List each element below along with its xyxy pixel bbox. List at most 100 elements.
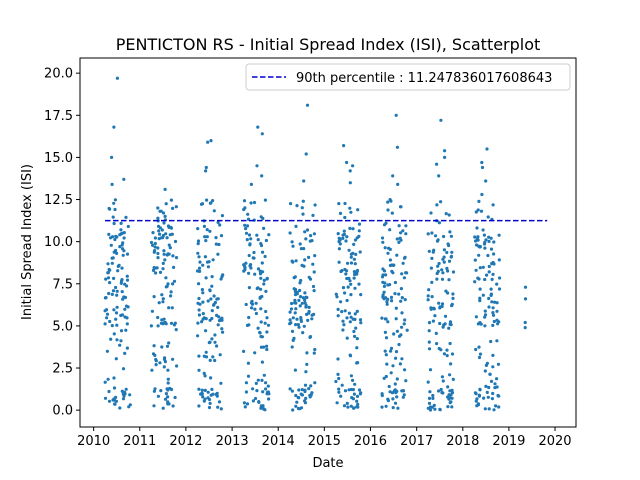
data-point: [289, 202, 293, 206]
y-tick-label: 5.0: [52, 319, 73, 334]
data-point: [165, 344, 170, 348]
data-point: [123, 351, 127, 355]
data-point: [475, 243, 479, 247]
data-point: [445, 250, 449, 255]
data-point: [299, 278, 303, 283]
data-point: [312, 270, 316, 274]
data-point: [481, 228, 485, 232]
data-point: [400, 311, 404, 315]
data-point: [343, 291, 347, 295]
data-point: [247, 253, 251, 258]
data-point: [388, 258, 392, 262]
data-point: [523, 297, 528, 301]
data-point: [213, 340, 217, 344]
data-point: [259, 406, 263, 410]
data-point: [263, 321, 267, 325]
data-point: [301, 199, 305, 203]
data-point: [400, 325, 404, 329]
data-point: [152, 389, 156, 393]
data-point: [400, 272, 404, 276]
data-point: [480, 160, 484, 165]
data-point: [312, 289, 316, 293]
data-point: [122, 236, 126, 240]
data-point: [262, 226, 266, 230]
data-point: [435, 277, 439, 281]
data-point: [396, 182, 400, 186]
data-point: [110, 292, 114, 296]
chart-title: PENTICTON RS - Initial Spread Index (ISI…: [116, 35, 541, 54]
data-point: [447, 326, 451, 330]
data-point: [342, 404, 347, 408]
data-point: [112, 308, 116, 312]
data-point: [163, 397, 168, 401]
data-point: [439, 387, 443, 392]
data-point: [158, 270, 163, 274]
data-point: [491, 353, 495, 357]
data-point: [385, 302, 389, 306]
data-point: [161, 267, 165, 271]
data-point: [487, 235, 491, 239]
data-point: [447, 213, 451, 217]
data-point: [218, 353, 222, 357]
data-point: [351, 251, 355, 255]
y-tick-label: 7.5: [52, 277, 73, 292]
data-point: [393, 401, 398, 405]
data-point: [432, 307, 436, 311]
data-point: [487, 239, 491, 243]
data-point: [495, 385, 499, 389]
data-point: [477, 199, 481, 203]
data-point: [386, 200, 390, 204]
data-point: [161, 297, 165, 301]
data-point: [152, 344, 156, 348]
data-point: [267, 392, 271, 396]
data-point: [151, 243, 155, 247]
data-point: [437, 389, 441, 393]
data-point: [313, 381, 317, 385]
data-point: [221, 330, 225, 334]
data-point: [343, 309, 347, 313]
data-point: [198, 302, 202, 306]
data-point: [313, 254, 317, 258]
data-point: [197, 266, 202, 270]
data-point: [117, 263, 121, 267]
data-point: [301, 212, 305, 216]
data-point: [162, 365, 166, 369]
data-point: [154, 266, 158, 270]
data-point: [106, 271, 110, 275]
x-tick-label: 2012: [169, 434, 202, 449]
data-point: [175, 364, 179, 368]
data-point: [355, 337, 359, 341]
data-point: [479, 209, 484, 213]
data-point: [242, 401, 246, 405]
data-point: [112, 276, 116, 280]
data-point: [385, 300, 389, 304]
data-point: [474, 347, 478, 352]
data-point: [383, 246, 387, 250]
data-point: [264, 387, 268, 391]
data-point: [342, 229, 346, 233]
data-point: [348, 169, 352, 173]
x-axis-title: Date: [312, 456, 343, 471]
data-point: [340, 310, 344, 314]
data-point: [204, 169, 208, 173]
data-point: [210, 275, 214, 279]
data-point: [380, 393, 384, 398]
data-point: [105, 349, 109, 353]
data-point: [162, 249, 166, 253]
data-point: [156, 256, 160, 260]
data-point: [201, 395, 205, 399]
data-point: [491, 203, 495, 207]
data-point: [247, 271, 251, 275]
data-point: [435, 239, 440, 243]
data-point: [335, 401, 339, 405]
data-point: [244, 227, 248, 231]
data-point: [444, 289, 448, 293]
data-point: [440, 277, 445, 281]
data-point: [311, 262, 315, 266]
data-point: [345, 160, 349, 165]
data-point: [256, 125, 260, 129]
data-point: [389, 199, 393, 203]
data-point: [261, 404, 265, 408]
data-point: [486, 395, 490, 399]
data-point: [243, 206, 247, 210]
